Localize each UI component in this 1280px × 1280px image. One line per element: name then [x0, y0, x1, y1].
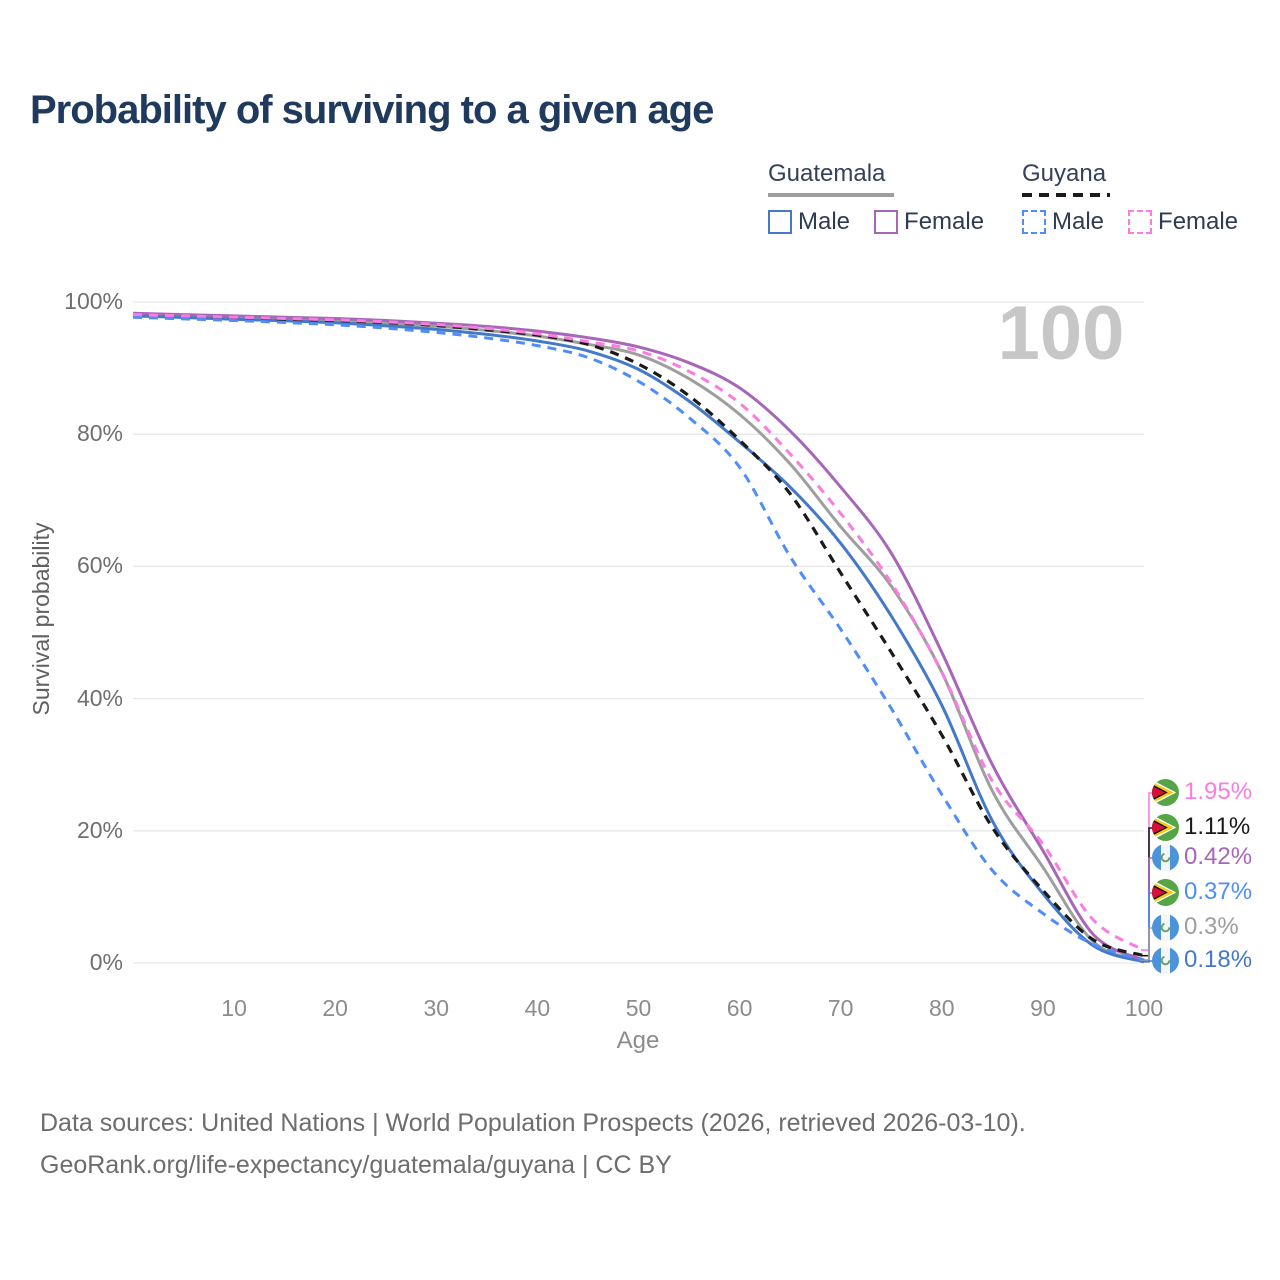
y-tick-label-100: 100% [64, 288, 123, 314]
end-value-text: 1.11% [1184, 813, 1251, 840]
guatemala-solid-line-sample [768, 193, 894, 197]
x-tick-label-40: 40 [524, 995, 551, 1021]
end-value-label-gt-all: 0.3% [1152, 913, 1239, 941]
y-tick-label-60: 60% [76, 552, 123, 579]
series-line-gy-female [132, 313, 1145, 952]
x-axis-title: Age [616, 1027, 660, 1054]
data-sources-line: Data sources: United Nations | World Pop… [40, 1109, 1026, 1137]
legend-item-label: Female [1158, 208, 1239, 235]
legend-item-label: Male [1052, 208, 1105, 235]
x-tick-label-80: 80 [929, 995, 955, 1021]
legend-item-guyana-male[interactable]: Male [1022, 208, 1104, 236]
y-tick-label-40: 40% [76, 684, 123, 711]
guatemala-flag-icon [1152, 946, 1179, 974]
end-value-label-gt-female: 0.42% [1152, 843, 1252, 871]
legend-swatch-guatemala-male[interactable] [768, 210, 792, 234]
legend-item-guatemala-male[interactable]: Male [768, 208, 850, 236]
series-line-gt-female [132, 311, 1145, 962]
page-title: Probability of surviving to a given age [30, 88, 714, 132]
guatemala-flag-icon [1152, 913, 1179, 941]
x-tick-label-60: 60 [726, 995, 753, 1021]
end-value-label-gy-female: 1.95% [1152, 778, 1252, 806]
legend-item-label: Male [798, 208, 851, 235]
x-tick-label-90: 90 [1030, 995, 1056, 1021]
end-value-text: 1.95% [1184, 778, 1253, 805]
legend-group-guatemala: Guatemala Male Female [768, 160, 984, 236]
guyana-flag-icon [1152, 813, 1179, 841]
x-tick-label-50: 50 [625, 995, 652, 1021]
end-value-label-gy-male: 0.37% [1152, 878, 1252, 906]
legend-group-guyana: Guyana Male Female [1022, 160, 1238, 236]
end-value-text: 0.37% [1184, 878, 1253, 905]
series-line-gy-male [132, 315, 1145, 963]
y-tick-label-20: 20% [76, 816, 123, 843]
legend-swatch-guatemala-female[interactable] [874, 210, 899, 234]
attribution-line: GeoRank.org/life-expectancy/guatemala/gu… [40, 1151, 672, 1179]
series-line-gt-all [132, 312, 1145, 963]
legend-item-guyana-female[interactable]: Female [1128, 208, 1238, 236]
x-tick-label-70: 70 [827, 995, 854, 1021]
legend-group-title: Guyana [1022, 160, 1107, 187]
legend-swatch-guyana-female[interactable] [1128, 210, 1153, 234]
guyana-dashed-line-sample [1022, 193, 1110, 197]
end-value-text: 0.3% [1184, 913, 1239, 940]
legend-item-guatemala-female[interactable]: Female [874, 208, 984, 236]
series-line-gy-all [132, 313, 1145, 958]
guyana-flag-icon [1152, 778, 1179, 806]
x-tick-label-10: 10 [221, 995, 247, 1021]
x-tick-label-20: 20 [322, 995, 348, 1021]
legend-swatch-guyana-male[interactable] [1022, 210, 1046, 234]
end-value-text: 0.42% [1184, 843, 1253, 870]
watermark-age-100: 100 [997, 291, 1125, 376]
end-value-label-gy-all: 1.11% [1152, 813, 1250, 841]
end-value-label-gt-male: 0.18% [1152, 946, 1252, 974]
guyana-flag-icon [1152, 878, 1179, 906]
end-value-text: 0.18% [1184, 946, 1253, 973]
legend-item-label: Female [904, 208, 985, 235]
y-tick-label-0: 0% [89, 949, 123, 975]
series-line-gt-male [132, 314, 1145, 964]
x-tick-label-100: 100 [1124, 995, 1164, 1021]
legend-group-title: Guatemala [768, 160, 886, 187]
footer: Data sources: United Nations | World Pop… [40, 1102, 1026, 1186]
x-tick-label-30: 30 [423, 995, 450, 1021]
guatemala-flag-icon [1152, 843, 1179, 871]
y-tick-label-80: 80% [76, 420, 123, 447]
